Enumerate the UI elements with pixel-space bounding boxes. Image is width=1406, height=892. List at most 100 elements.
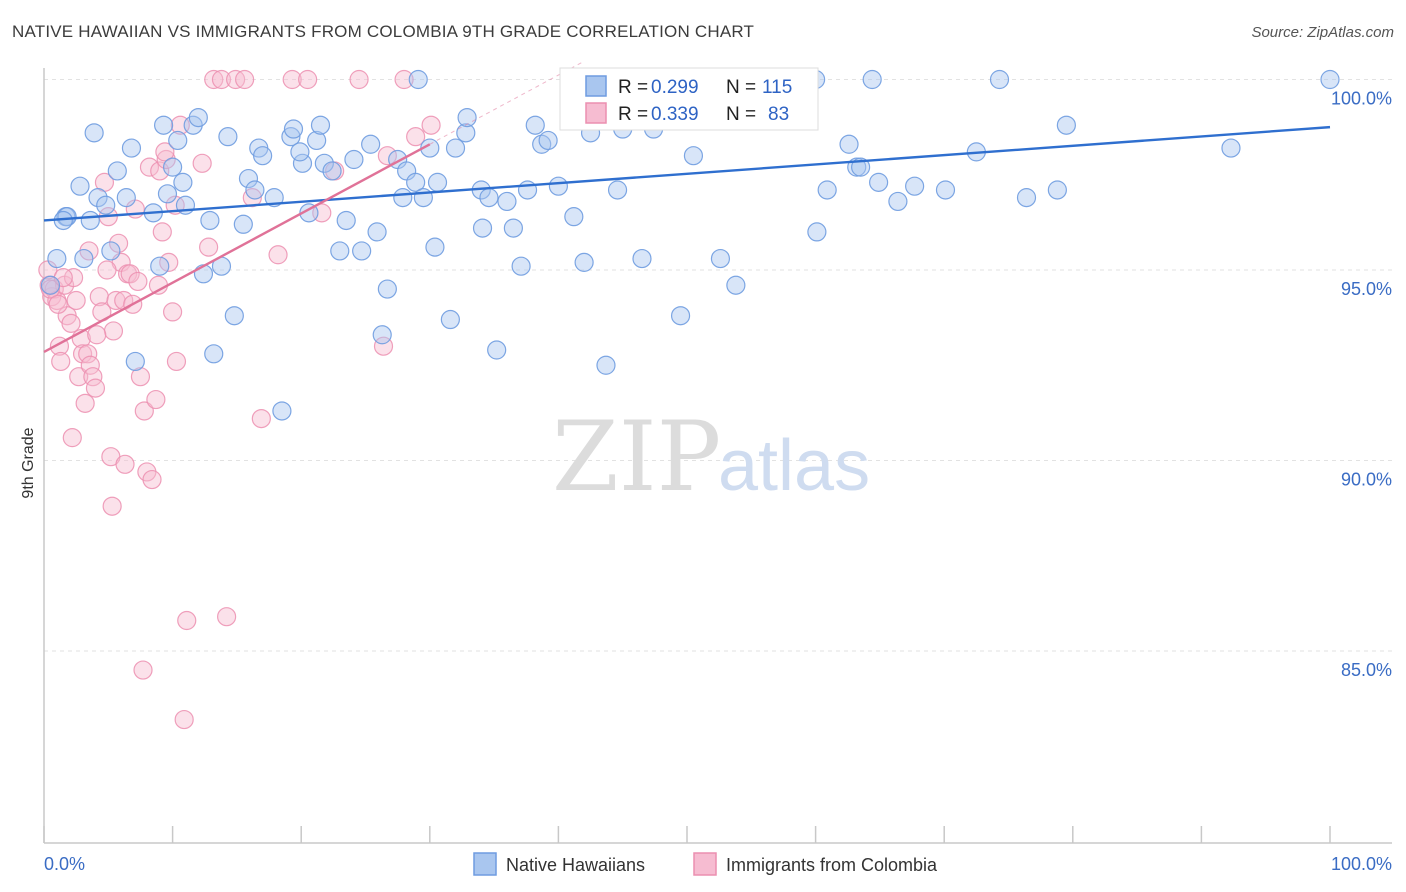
point-native-hawaiians-35[interactable]	[283, 119, 304, 139]
point-native-hawaiians-104[interactable]	[1056, 115, 1076, 135]
point-native-hawaiians-60[interactable]	[456, 123, 476, 143]
point-native-hawaiians-8[interactable]	[101, 241, 121, 261]
point-native-hawaiians-97[interactable]	[888, 191, 908, 212]
point-immigrants-from-colombia-55[interactable]	[235, 69, 255, 90]
point-immigrants-from-colombia-68[interactable]	[421, 115, 441, 135]
point-native-hawaiians-107[interactable]	[40, 275, 61, 295]
point-immigrants-from-colombia-8[interactable]	[61, 313, 81, 333]
point-native-hawaiians-33[interactable]	[272, 401, 292, 421]
point-immigrants-from-colombia-66[interactable]	[394, 69, 414, 90]
point-native-hawaiians-4[interactable]	[84, 123, 104, 143]
point-native-hawaiians-64[interactable]	[479, 188, 499, 208]
point-immigrants-from-colombia-78[interactable]	[155, 142, 175, 162]
point-immigrants-from-colombia-39[interactable]	[146, 389, 166, 410]
point-immigrants-from-colombia-59[interactable]	[282, 69, 302, 90]
point-native-hawaiians-29[interactable]	[245, 180, 265, 200]
point-immigrants-from-colombia-56[interactable]	[242, 188, 262, 208]
point-native-hawaiians-46[interactable]	[361, 134, 381, 154]
point-native-hawaiians-99[interactable]	[935, 180, 956, 200]
point-immigrants-from-colombia-52[interactable]	[211, 69, 232, 90]
point-immigrants-from-colombia-34[interactable]	[130, 367, 151, 387]
point-native-hawaiians-31[interactable]	[253, 146, 273, 166]
point-immigrants-from-colombia-71[interactable]	[48, 294, 68, 314]
point-native-hawaiians-87[interactable]	[726, 275, 746, 295]
point-native-hawaiians-42[interactable]	[330, 241, 350, 261]
point-immigrants-from-colombia-18[interactable]	[85, 378, 106, 398]
point-native-hawaiians-22[interactable]	[200, 210, 220, 231]
point-native-hawaiians-39[interactable]	[310, 115, 331, 135]
point-immigrants-from-colombia-82[interactable]	[115, 454, 135, 474]
point-native-hawaiians-108[interactable]	[47, 248, 67, 269]
point-native-hawaiians-38[interactable]	[307, 130, 327, 151]
point-immigrants-from-colombia-14[interactable]	[75, 393, 95, 413]
point-native-hawaiians-106[interactable]	[1320, 69, 1340, 90]
point-native-hawaiians-58[interactable]	[440, 309, 460, 330]
point-native-hawaiians-36[interactable]	[292, 153, 313, 173]
point-native-hawaiians-40[interactable]	[314, 153, 334, 173]
point-immigrants-from-colombia-17[interactable]	[83, 367, 103, 387]
point-immigrants-from-colombia-60[interactable]	[298, 69, 318, 90]
point-immigrants-from-colombia-16[interactable]	[80, 355, 100, 375]
point-native-hawaiians-67[interactable]	[503, 218, 523, 238]
point-native-hawaiians-66[interactable]	[497, 191, 517, 212]
point-native-hawaiians-25[interactable]	[218, 127, 238, 147]
point-immigrants-from-colombia-77[interactable]	[133, 660, 153, 680]
point-native-hawaiians-78[interactable]	[596, 355, 616, 375]
point-immigrants-from-colombia-33[interactable]	[128, 271, 148, 292]
point-immigrants-from-colombia-45[interactable]	[166, 351, 187, 372]
point-native-hawaiians-92[interactable]	[839, 134, 859, 154]
point-immigrants-from-colombia-35[interactable]	[134, 401, 154, 421]
point-native-hawaiians-98[interactable]	[905, 176, 925, 196]
point-native-hawaiians-3[interactable]	[70, 176, 90, 196]
point-native-hawaiians-16[interactable]	[163, 157, 183, 177]
legend-label-native-hawaiians[interactable]: Native Hawaiians	[506, 855, 645, 875]
point-native-hawaiians-59[interactable]	[445, 138, 466, 158]
point-native-hawaiians-90[interactable]	[807, 222, 827, 242]
point-native-hawaiians-43[interactable]	[336, 210, 356, 231]
point-native-hawaiians-62[interactable]	[472, 218, 493, 238]
point-native-hawaiians-11[interactable]	[121, 138, 142, 158]
point-immigrants-from-colombia-75[interactable]	[87, 325, 107, 345]
point-immigrants-from-colombia-26[interactable]	[108, 233, 129, 253]
point-immigrants-from-colombia-48[interactable]	[177, 610, 197, 631]
point-native-hawaiians-75[interactable]	[574, 252, 594, 272]
point-immigrants-from-colombia-80[interactable]	[97, 260, 117, 280]
point-native-hawaiians-7[interactable]	[96, 195, 116, 215]
point-native-hawaiians-113[interactable]	[408, 69, 428, 90]
point-native-hawaiians-12[interactable]	[125, 351, 145, 372]
point-native-hawaiians-110[interactable]	[157, 184, 178, 204]
point-native-hawaiians-44[interactable]	[344, 149, 364, 170]
point-native-hawaiians-74[interactable]	[564, 207, 584, 227]
point-immigrants-from-colombia-11[interactable]	[69, 367, 89, 387]
point-immigrants-from-colombia-24[interactable]	[103, 321, 124, 341]
legend-swatch-immigrants-from-colombia[interactable]	[693, 852, 717, 876]
point-native-hawaiians-56[interactable]	[425, 237, 445, 257]
point-immigrants-from-colombia-63[interactable]	[349, 69, 369, 90]
point-immigrants-from-colombia-65[interactable]	[377, 146, 397, 166]
point-immigrants-from-colombia-40[interactable]	[150, 161, 170, 181]
point-native-hawaiians-101[interactable]	[989, 69, 1010, 90]
point-native-hawaiians-9[interactable]	[107, 161, 127, 181]
point-native-hawaiians-68[interactable]	[511, 256, 531, 276]
point-immigrants-from-colombia-38[interactable]	[142, 469, 162, 490]
point-native-hawaiians-28[interactable]	[238, 168, 259, 189]
point-native-hawaiians-69[interactable]	[517, 180, 538, 200]
point-native-hawaiians-1[interactable]	[57, 207, 77, 227]
point-native-hawaiians-61[interactable]	[457, 107, 477, 128]
point-native-hawaiians-6[interactable]	[88, 188, 108, 208]
point-native-hawaiians-17[interactable]	[168, 130, 188, 151]
point-immigrants-from-colombia-9[interactable]	[63, 268, 84, 288]
point-native-hawaiians-105[interactable]	[1221, 138, 1241, 158]
point-immigrants-from-colombia-73[interactable]	[62, 428, 82, 448]
legend-swatch-native-hawaiians[interactable]	[473, 852, 497, 876]
point-native-hawaiians-53[interactable]	[406, 172, 426, 192]
point-immigrants-from-colombia-37[interactable]	[139, 157, 160, 177]
point-immigrants-from-colombia-42[interactable]	[156, 149, 176, 170]
point-native-hawaiians-18[interactable]	[173, 172, 193, 192]
point-immigrants-from-colombia-15[interactable]	[78, 344, 98, 364]
point-native-hawaiians-112[interactable]	[290, 142, 310, 162]
point-native-hawaiians-27[interactable]	[233, 214, 253, 234]
point-native-hawaiians-57[interactable]	[427, 172, 448, 192]
point-immigrants-from-colombia-41[interactable]	[152, 222, 172, 242]
point-native-hawaiians-21[interactable]	[193, 264, 214, 284]
